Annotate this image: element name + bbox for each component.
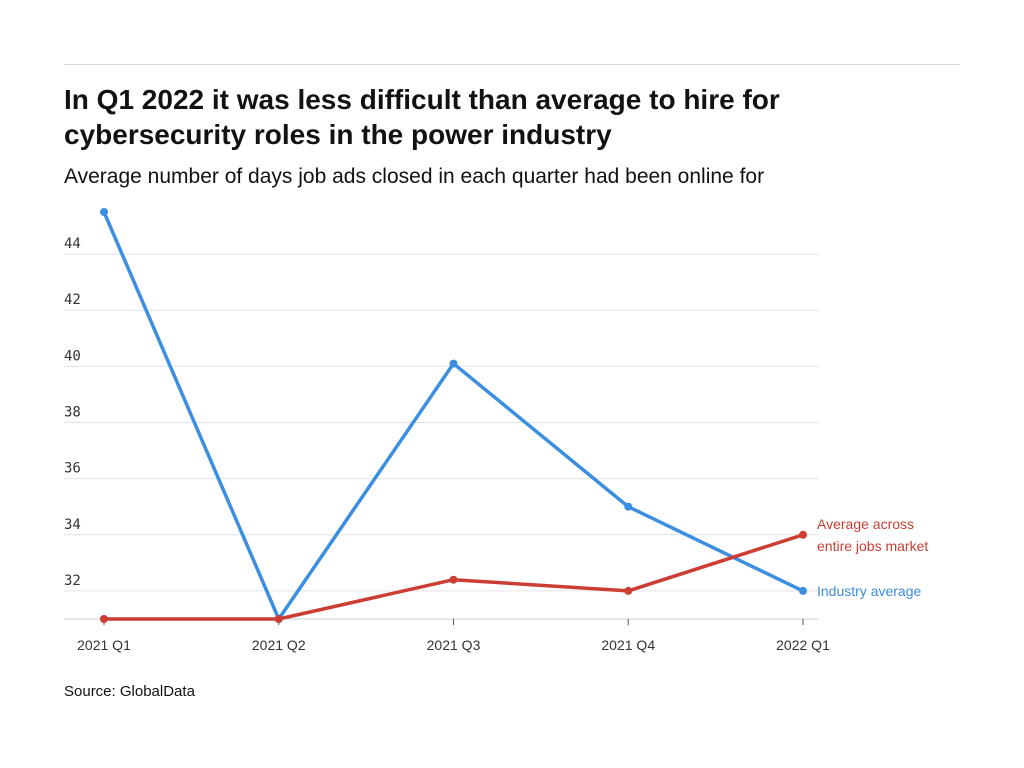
industry-series-label: Industry average (817, 583, 921, 599)
y-tick-label: 44 (64, 236, 81, 252)
x-tick-label: 2021 Q2 (252, 637, 306, 653)
market-series-label: Average across entire jobs market (817, 516, 928, 554)
x-tick-label: 2021 Q3 (427, 637, 481, 653)
top-divider (64, 64, 960, 65)
industry-data-point (624, 502, 633, 511)
y-tick-label: 34 (64, 517, 81, 533)
market-series-label-line: entire jobs market (817, 538, 928, 554)
chart-subtitle: Average number of days job ads closed in… (64, 165, 765, 188)
industry-data-point (100, 208, 108, 216)
x-tick-label: 2021 Q4 (601, 637, 655, 653)
x-tick-label: 2022 Q1 (776, 637, 830, 653)
x-tick-label: 2021 Q1 (77, 637, 131, 653)
market-data-point (799, 530, 807, 539)
chart-title: In Q1 2022 it was less difficult than av… (64, 84, 780, 150)
y-tick-label: 38 (64, 405, 81, 421)
market-data-point (624, 586, 633, 595)
source-note: Source: GlobalData (64, 683, 195, 700)
y-tick-label: 36 (64, 461, 81, 477)
industry-data-point (449, 359, 458, 368)
y-tick-label: 32 (64, 573, 81, 589)
industry-series-line (102, 210, 805, 621)
market-data-point (449, 575, 458, 584)
industry-series-label-line: Industry average (817, 583, 921, 599)
industry-data-point (799, 586, 807, 595)
market-data-point (274, 615, 283, 623)
y-tick-label: 40 (64, 348, 81, 364)
y-tick-label: 42 (64, 292, 81, 308)
market-data-point (100, 615, 108, 623)
market-series-label-line: Average across (817, 516, 914, 532)
